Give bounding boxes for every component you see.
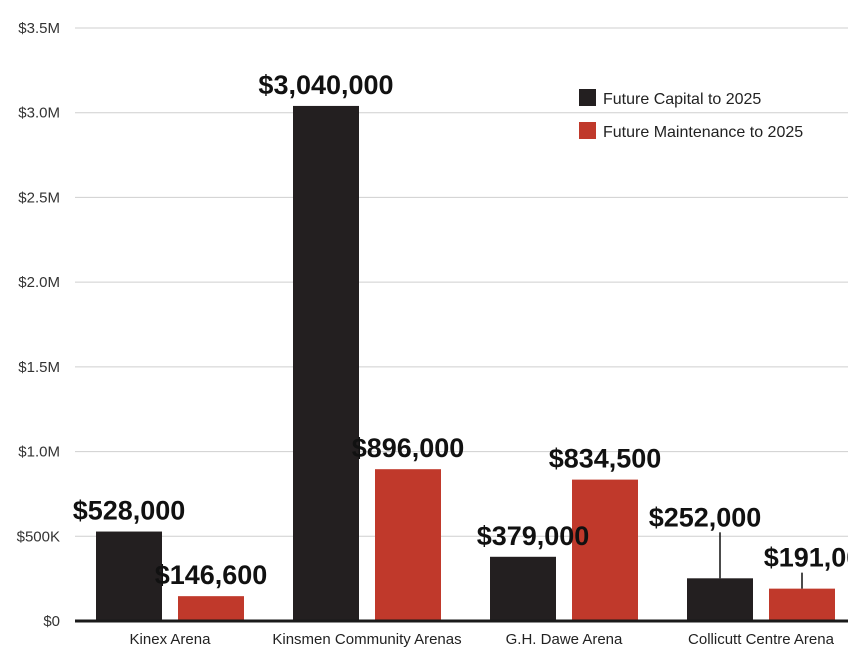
data-label: $896,000 [352, 433, 465, 463]
legend-label: Future Maintenance to 2025 [603, 124, 803, 141]
data-labels: $528,000 $146,600 $3,040,000 $896,000 $379,0… [73, 70, 848, 590]
x-category-label: Kinex Arena [130, 631, 212, 648]
legend-label: Future Capital to 2025 [603, 91, 761, 108]
data-label: $528,000 [73, 496, 186, 526]
bars [96, 105, 835, 622]
bar-maintenance [572, 479, 638, 621]
data-label: $191,000 [764, 543, 848, 573]
data-label: $3,040,000 [258, 70, 393, 100]
y-axis: $0 $500K $1.0M $1.5M $2.0M $2.5M $3.0M $3.5M [17, 20, 60, 630]
y-tick-label: $2.0M [18, 274, 60, 291]
bar-capital [96, 531, 162, 621]
y-tick-label: $1.5M [18, 359, 60, 376]
bar-capital [293, 105, 359, 622]
data-label: $379,000 [477, 521, 590, 551]
bar-maintenance [769, 588, 835, 621]
data-label: $146,600 [155, 560, 268, 590]
x-axis: Kinex Arena Kinsmen Community Arenas G.H. … [75, 619, 848, 648]
data-label: $252,000 [649, 502, 762, 532]
x-category-label: G.H. Dawe Arena [506, 631, 623, 648]
bar-maintenance [178, 596, 244, 621]
bar-capital [490, 556, 556, 621]
legend-swatch [579, 122, 596, 139]
y-tick-label: $0 [43, 613, 60, 630]
legend-swatch [579, 89, 596, 106]
x-category-label: Collicutt Centre Arena [688, 631, 835, 648]
y-tick-label: $3.0M [18, 105, 60, 122]
y-tick-label: $1.0M [18, 444, 60, 461]
y-tick-label: $500K [17, 528, 60, 545]
legend: Future Capital to 2025 Future Maintenance… [579, 89, 803, 141]
y-tick-label: $3.5M [18, 20, 60, 37]
label-leader-lines [719, 532, 803, 589]
y-tick-label: $2.5M [18, 189, 60, 206]
data-label: $834,500 [549, 444, 662, 474]
bar-maintenance [375, 469, 441, 621]
gridlines [75, 27, 848, 537]
x-category-label: Kinsmen Community Arenas [272, 631, 461, 648]
bar-capital [687, 578, 753, 621]
